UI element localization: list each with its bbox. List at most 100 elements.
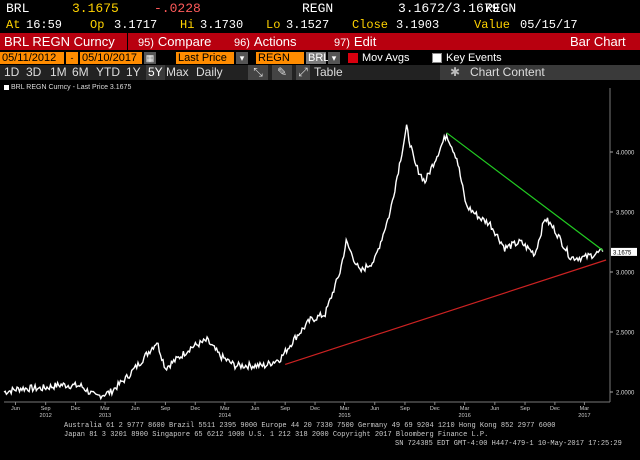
- at-value: 16:59: [26, 18, 63, 32]
- compare-label: Compare: [157, 34, 212, 49]
- price-series-line: [3, 124, 604, 401]
- security-tab[interactable]: BRL REGN Curncy: [0, 33, 128, 50]
- x-year-label: 2014: [219, 413, 231, 419]
- close-value: 3.1903: [396, 18, 440, 32]
- calendar-icon[interactable]: ▦: [144, 52, 156, 64]
- period-max[interactable]: Max: [166, 65, 189, 79]
- x-month-label: Dec: [430, 406, 440, 412]
- security-field[interactable]: BRL: [306, 52, 330, 64]
- security-dropdown-icon[interactable]: ▾: [328, 52, 340, 64]
- period-ytd[interactable]: YTD: [96, 65, 120, 79]
- actions-number: 96): [234, 37, 250, 49]
- quote-bar: BRL 3.1675 -.0228 REGN 3.1672/3.1679 REG…: [0, 0, 640, 17]
- start-date-field[interactable]: 05/11/2012: [0, 52, 64, 64]
- ticker-symbol: BRL: [6, 1, 30, 16]
- chart-content-panel[interactable]: ✱ Chart Content: [440, 65, 640, 80]
- edit-label: Edit: [353, 34, 377, 49]
- compare-button[interactable]: 95) Compare: [138, 33, 211, 50]
- x-month-label: Dec: [310, 406, 320, 412]
- footer-line-1: Australia 61 2 9777 8600 Brazil 5511 239…: [64, 422, 556, 430]
- actions-button[interactable]: 96) Actions: [234, 33, 297, 50]
- bid-ask-value: 3.1672/3.1679: [398, 1, 500, 16]
- period-1m[interactable]: 1M: [50, 65, 67, 79]
- x-month-label: Jun: [131, 406, 140, 412]
- x-year-label: 2015: [338, 413, 350, 419]
- high-value: 3.1730: [200, 18, 244, 32]
- compare-number: 95): [138, 37, 154, 49]
- stats-bar: At 16:59 Op 3.1717 Hi 3.1730 Lo 3.1527 C…: [0, 17, 640, 32]
- key-events-checkbox[interactable]: [432, 53, 442, 63]
- legend-text: BRL REGN Curncy - Last Price 3.1675: [11, 84, 132, 91]
- last-price: 3.1675: [72, 1, 119, 16]
- chart-type-label[interactable]: Bar Chart: [570, 34, 626, 49]
- x-month-label: Dec: [190, 406, 200, 412]
- x-month-label: Jun: [11, 406, 20, 412]
- date-range-dash: -: [66, 52, 78, 64]
- last-price-tag-label: 3.1675: [613, 250, 632, 256]
- x-month-label: Sep: [41, 406, 51, 412]
- close-label: Close: [352, 18, 389, 32]
- y-tick-label: 2.5000: [616, 331, 635, 337]
- value-label: Value: [474, 18, 511, 32]
- chevron-down-icon[interactable]: ▾: [236, 52, 248, 64]
- pricing-source-field[interactable]: REGN: [256, 52, 304, 64]
- edit-button[interactable]: 97) Edit: [334, 33, 376, 50]
- mov-avgs-label: Mov Avgs: [362, 52, 410, 64]
- open-value: 3.1717: [114, 18, 158, 32]
- key-events-label: Key Events: [446, 52, 502, 64]
- x-month-label: Jun: [490, 406, 499, 412]
- open-label: Op: [90, 18, 105, 32]
- period-bar: 1D 3D 1M 6M YTD 1Y 5Y Max Daily ⤡ ✎ ⤢ Table ✱ C…: [0, 65, 640, 80]
- at-label: At: [6, 18, 21, 32]
- y-tick-label: 4.0000: [616, 151, 635, 157]
- period-1y[interactable]: 1Y: [126, 65, 141, 79]
- x-month-label: Mar: [220, 406, 230, 412]
- x-month-label: Sep: [280, 406, 290, 412]
- end-date-field[interactable]: 05/10/2017: [80, 52, 142, 64]
- x-year-label: 2012: [40, 413, 52, 419]
- low-value: 3.1527: [286, 18, 330, 32]
- bid-ask-source: REGN: [302, 1, 334, 16]
- pricing-source: REGN: [485, 1, 517, 16]
- frequency-select[interactable]: Daily: [196, 65, 223, 79]
- security-tab-label: BRL REGN Curncy: [4, 34, 115, 49]
- x-month-label: Mar: [580, 406, 590, 412]
- x-month-label: Mar: [100, 406, 110, 412]
- x-month-label: Jun: [370, 406, 379, 412]
- draw-icon[interactable]: ✎: [272, 65, 292, 80]
- last-price-tag: [611, 247, 637, 256]
- high-label: Hi: [180, 18, 195, 32]
- actions-label: Actions: [253, 34, 297, 49]
- control-bar: 05/11/2012 - 05/10/2017 ▦ Last Price ▾ R…: [0, 51, 640, 65]
- x-month-label: Dec: [71, 406, 81, 412]
- x-year-label: 2013: [99, 413, 111, 419]
- footer-line-2: Japan 81 3 3201 8900 Singapore 65 6212 1…: [64, 431, 489, 439]
- x-year-label: 2017: [578, 413, 590, 419]
- x-month-label: Sep: [400, 406, 410, 412]
- x-year-label: 2016: [459, 413, 471, 419]
- x-month-label: Mar: [460, 406, 470, 412]
- gear-icon: ✱: [450, 65, 461, 79]
- low-label: Lo: [266, 18, 281, 32]
- x-month-label: Mar: [340, 406, 350, 412]
- value-date: 05/15/17: [520, 18, 578, 32]
- x-month-label: Dec: [550, 406, 560, 412]
- period-3d[interactable]: 3D: [26, 65, 42, 79]
- y-tick-label: 3.0000: [616, 271, 635, 277]
- chart-content-label: Chart Content: [470, 65, 545, 79]
- period-1d[interactable]: 1D: [4, 65, 20, 79]
- mov-avgs-checkbox[interactable]: [348, 53, 358, 63]
- line-chart-icon[interactable]: ⤡: [248, 65, 268, 80]
- price-chart[interactable]: 4.0000 3.5000 3.0000 2.5000 2.0000 3.1675 Jun S…: [0, 80, 640, 460]
- expand-icon[interactable]: ⤢: [296, 65, 310, 80]
- period-6m[interactable]: 6M: [72, 65, 89, 79]
- net-change: -.0228: [154, 1, 201, 16]
- x-month-label: Sep: [161, 406, 171, 412]
- period-5y[interactable]: 5Y: [146, 65, 165, 80]
- price-type-select[interactable]: Last Price: [176, 52, 234, 64]
- x-month-label: Sep: [520, 406, 530, 412]
- table-button[interactable]: Table: [314, 65, 343, 79]
- y-tick-label: 3.5000: [616, 211, 635, 217]
- chart-legend: BRL REGN Curncy - Last Price 3.1675: [4, 84, 131, 91]
- resistance-trendline: [446, 132, 604, 251]
